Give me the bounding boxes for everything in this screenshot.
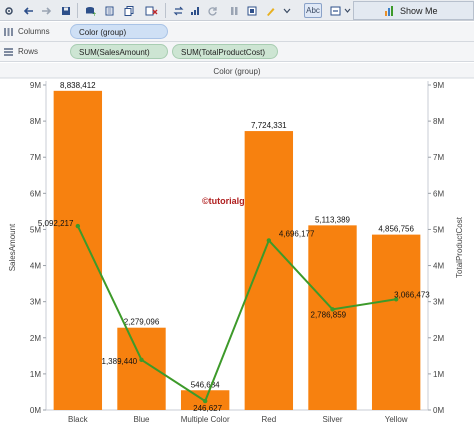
y2-axis-title: TotalProductCost bbox=[455, 216, 464, 278]
chart-header-band bbox=[0, 63, 474, 78]
y2-tick-label: 2M bbox=[433, 334, 444, 343]
svg-text:+: + bbox=[92, 11, 96, 16]
redo-icon[interactable] bbox=[40, 3, 53, 18]
bar-black bbox=[53, 90, 103, 411]
line-point bbox=[139, 357, 144, 363]
gear-icon[interactable] bbox=[3, 3, 15, 18]
pause-icon[interactable] bbox=[227, 3, 241, 18]
y2-tick-label: 9M bbox=[433, 81, 444, 90]
x-tick-label: Silver bbox=[322, 415, 342, 424]
line-value-label: 3,066,473 bbox=[394, 290, 430, 299]
x-tick-label: Yellow bbox=[385, 415, 408, 424]
label-icon[interactable]: Abc bbox=[304, 3, 322, 18]
y2-tick-label: 3M bbox=[433, 298, 444, 307]
x-tick-label: Multiple Color bbox=[181, 415, 230, 424]
rows-pill-total-product-cost[interactable]: SUM(TotalProductCost) bbox=[172, 44, 278, 59]
highlight-icon[interactable] bbox=[263, 3, 277, 18]
line-value-label: 2,786,859 bbox=[311, 310, 347, 319]
x-tick-label: Black bbox=[68, 415, 89, 424]
bar-value-label: 7,724,331 bbox=[251, 121, 287, 130]
show-me-icon bbox=[385, 6, 393, 16]
clear-icon[interactable] bbox=[143, 3, 159, 18]
dual-axis-bar-line-chart[interactable]: Color (group) 0M 1M 2M 3M 4M 5M 6M 7M 8M 9M 0M 1M 2M 3… bbox=[0, 63, 474, 430]
y-axis-title: SalesAmount bbox=[8, 223, 17, 271]
bar-value-label: 4,856,756 bbox=[378, 225, 414, 234]
y2-tick-label: 4M bbox=[433, 262, 444, 271]
line-value-label: 1,389,440 bbox=[102, 357, 138, 366]
bar-value-label: 2,279,096 bbox=[124, 318, 160, 327]
undo-icon[interactable] bbox=[22, 3, 35, 18]
line-point bbox=[266, 238, 272, 243]
line-point bbox=[202, 398, 208, 404]
y2-tick-label: 7M bbox=[433, 153, 444, 162]
y-tick-label: 6M bbox=[30, 189, 41, 198]
toolbar: + Abc Show Me bbox=[0, 0, 474, 21]
fit-icon[interactable] bbox=[328, 3, 342, 18]
rows-shelf[interactable]: Rows SUM(SalesAmount) SUM(TotalProductCo… bbox=[0, 42, 474, 62]
bar-blue bbox=[117, 327, 166, 410]
chart-title: Color (group) bbox=[213, 67, 260, 76]
swap-icon[interactable] bbox=[171, 3, 185, 18]
columns-shelf[interactable]: Columns Color (group) bbox=[0, 22, 474, 42]
bar-value-label: 5,113,389 bbox=[315, 215, 351, 224]
y-tick-label: 3M bbox=[30, 298, 41, 307]
save-icon[interactable] bbox=[59, 3, 72, 18]
new-sheet-icon[interactable] bbox=[103, 3, 117, 18]
bar-red bbox=[244, 131, 294, 410]
line-point bbox=[330, 307, 335, 312]
chevron-down-icon[interactable] bbox=[343, 3, 351, 18]
sort-ascending-icon[interactable] bbox=[188, 3, 202, 18]
x-tick-label: Blue bbox=[133, 415, 150, 424]
rows-icon bbox=[4, 48, 13, 56]
toolbar-separator bbox=[77, 3, 78, 18]
y-tick-label: 7M bbox=[30, 153, 41, 162]
bar-silver bbox=[308, 225, 357, 410]
line-point bbox=[393, 297, 399, 302]
x-tick-label: Red bbox=[261, 415, 276, 424]
chevron-down-icon[interactable] bbox=[281, 3, 293, 18]
y-tick-label: 5M bbox=[30, 225, 41, 234]
line-point bbox=[75, 223, 81, 229]
chart-area[interactable]: Color (group) 0M 1M 2M 3M 4M 5M 6M 7M 8M 9M 0M 1M 2M 3… bbox=[0, 63, 474, 430]
y-tick-label: 2M bbox=[30, 334, 41, 343]
marks-icon[interactable] bbox=[245, 3, 259, 18]
y-tick-label: 8M bbox=[30, 117, 41, 126]
new-datasource-icon[interactable]: + bbox=[83, 3, 97, 18]
y-tick-label: 1M bbox=[30, 370, 41, 379]
columns-label: Columns bbox=[18, 27, 50, 36]
columns-pill-color-group[interactable]: Color (group) bbox=[70, 24, 168, 39]
bar-value-label: 8,838,412 bbox=[60, 81, 96, 90]
show-me-label: Show Me bbox=[400, 5, 438, 16]
line-value-label: 246,627 bbox=[193, 404, 222, 413]
y2-tick-label: 0M bbox=[433, 406, 444, 415]
y2-tick-label: 6M bbox=[433, 189, 444, 198]
y2-tick-label: 8M bbox=[433, 117, 444, 126]
y2-tick-label: 1M bbox=[433, 370, 444, 379]
duplicate-icon[interactable] bbox=[122, 3, 136, 18]
bar-yellow bbox=[371, 234, 421, 410]
line-value-label: 5,092,217 bbox=[38, 219, 74, 228]
y-tick-label: 9M bbox=[30, 81, 41, 90]
y2-tick-label: 5M bbox=[433, 225, 444, 234]
y-tick-label: 0M bbox=[30, 406, 41, 415]
toolbar-separator bbox=[165, 3, 166, 18]
line-total-product-cost bbox=[76, 225, 397, 403]
rows-pill-sales-amount[interactable]: SUM(SalesAmount) bbox=[70, 44, 168, 59]
bar-value-label: 546,684 bbox=[191, 380, 220, 389]
refresh-icon[interactable] bbox=[205, 3, 219, 18]
show-me-button[interactable]: Show Me bbox=[353, 1, 474, 20]
rows-label: Rows bbox=[18, 47, 39, 56]
y-tick-label: 4M bbox=[30, 262, 41, 271]
line-value-label: 4,696,177 bbox=[279, 229, 315, 238]
columns-icon bbox=[4, 28, 13, 36]
